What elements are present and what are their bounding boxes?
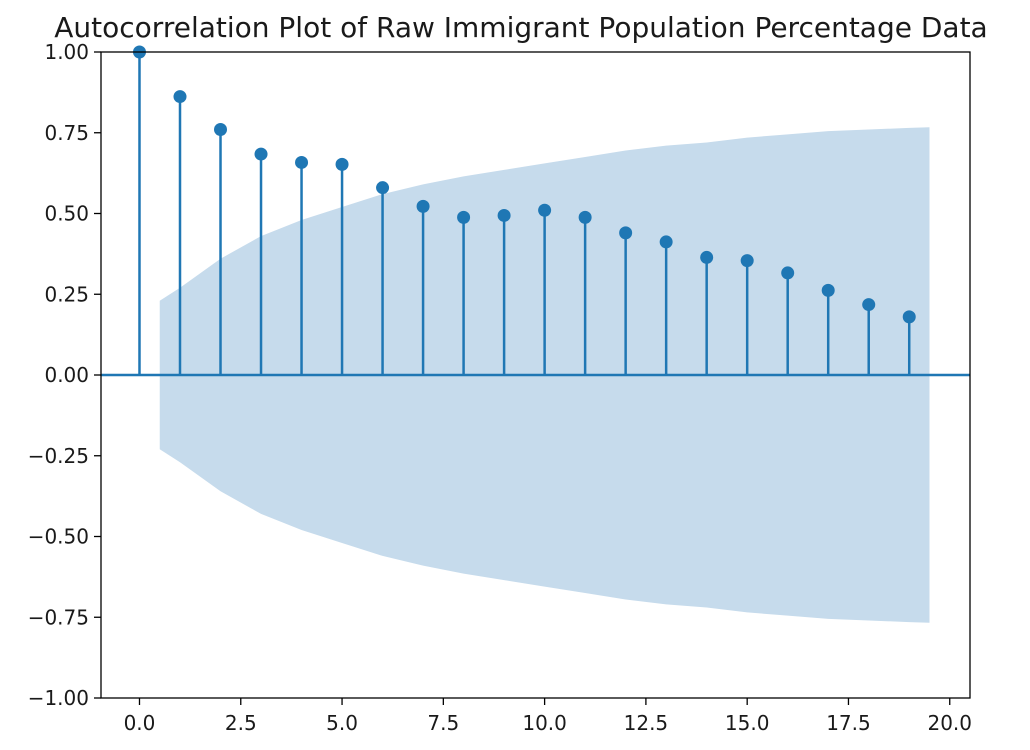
y-tick-label: 1.00 [44,40,89,64]
acf-point [457,210,471,224]
y-tick-label: 0.50 [44,202,89,226]
x-tick-label: 2.5 [225,711,257,735]
acf-point [578,210,592,224]
acf-lag-2 [214,123,228,375]
acf-lag-7 [416,199,430,375]
acf-point [376,181,390,195]
x-tick-label: 17.5 [826,711,871,735]
acf-point [862,298,876,312]
ticks-layer: 0.0 2.5 5.0 7.5 10.0 12.5 15.0 17.5 20.0 1.00 0.75… [28,40,972,735]
acf-point [619,226,633,240]
acf-point [821,283,835,297]
acf-point [416,199,430,213]
acf-point [335,157,349,171]
acf-point [497,208,511,222]
acf-lag-10 [538,203,552,375]
x-tick-label: 10.0 [522,711,567,735]
acf-lag-13 [659,235,673,375]
acf-lag-11 [578,210,592,375]
acf-lag-9 [497,208,511,375]
acf-lag-0 [132,45,146,375]
y-tick-label: −0.75 [28,605,89,629]
acf-lag-15 [740,254,754,375]
chart-title: Autocorrelation Plot of Raw Immigrant Po… [54,11,987,44]
acf-point [902,310,916,324]
acf-point [740,254,754,268]
x-tick-label: 20.0 [927,711,972,735]
acf-lag-1 [173,90,187,375]
acf-lag-16 [781,266,795,375]
acf-lag-14 [700,250,714,375]
y-tick-label: 0.00 [44,363,89,387]
y-tick-label: 0.75 [44,121,89,145]
acf-lag-6 [376,181,390,375]
acf-lag-19 [902,310,916,375]
x-tick-label: 15.0 [725,711,770,735]
y-tick-label: 0.25 [44,282,89,306]
acf-point [700,250,714,264]
acf-point [659,235,673,249]
acf-lag-17 [821,283,835,375]
x-tick-label: 7.5 [427,711,459,735]
acf-point [173,90,187,104]
acf-point [295,155,309,169]
acf-lag-3 [254,147,268,375]
y-tick-label: −0.50 [28,525,89,549]
y-tick-label: −0.25 [28,444,89,468]
y-tick-label: −1.00 [28,686,89,710]
acf-lag-5 [335,157,349,375]
acf-lag-12 [619,226,633,375]
acf-lag-4 [295,155,309,375]
acf-point [781,266,795,280]
x-tick-label: 5.0 [326,711,358,735]
acf-point [538,203,552,217]
x-tick-label: 0.0 [124,711,156,735]
acf-point [214,123,228,137]
x-tick-label: 12.5 [624,711,669,735]
acf-lag-18 [862,298,876,375]
acf-stems-layer [132,45,916,375]
acf-point [254,147,268,161]
acf-lag-8 [457,210,471,375]
